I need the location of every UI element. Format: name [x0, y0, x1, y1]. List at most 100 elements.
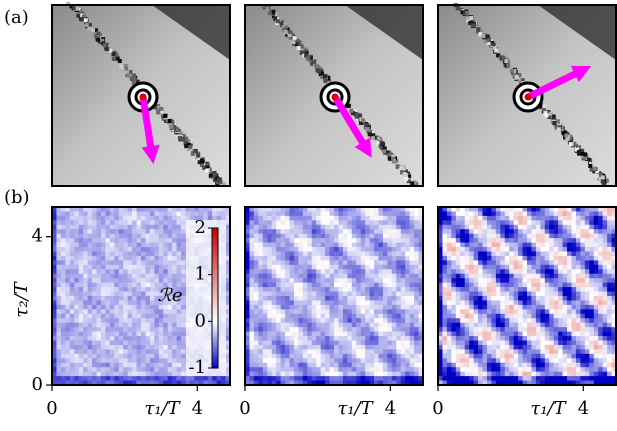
heatmap-cell: [83, 229, 88, 234]
heatmap-cell: [132, 296, 137, 301]
heatmap-cell: [567, 292, 572, 297]
heatmap-cell: [487, 292, 492, 297]
heatmap-cell: [343, 292, 348, 297]
heatmap-cell: [65, 238, 70, 243]
heatmap-cell: [154, 323, 159, 328]
heatmap-cell: [361, 341, 366, 346]
heatmap-cell: [79, 283, 84, 288]
heatmap-cell: [383, 309, 388, 314]
heatmap-cell: [469, 234, 474, 239]
heatmap-cell: [88, 247, 93, 252]
heatmap-cell: [61, 269, 66, 274]
heatmap-cell: [254, 318, 259, 323]
heatmap-cell: [281, 314, 286, 319]
heatmap-cell: [572, 305, 577, 310]
heatmap-cell: [65, 220, 70, 225]
heatmap-cell: [159, 238, 164, 243]
heatmap-cell: [177, 238, 182, 243]
heatmap-cell: [110, 229, 115, 234]
heatmap-cell: [603, 269, 608, 274]
heatmap-cell: [527, 269, 532, 274]
heatmap-cell: [374, 247, 379, 252]
heatmap-cell: [536, 292, 541, 297]
heatmap-cell: [267, 225, 272, 230]
heatmap-cell: [410, 376, 415, 381]
image-speckle: [84, 18, 88, 22]
heatmap-cell: [285, 234, 290, 239]
heatmap-cell: [298, 287, 303, 292]
image-speckle: [506, 64, 510, 68]
heatmap-cell: [347, 332, 352, 337]
heatmap-cell: [392, 309, 397, 314]
heatmap-cell: [105, 323, 110, 328]
heatmap-cell: [298, 323, 303, 328]
heatmap-cell: [272, 327, 277, 332]
heatmap-cell: [576, 274, 581, 279]
heatmap-cell: [356, 234, 361, 239]
heatmap-cell: [263, 234, 268, 239]
heatmap-cell: [141, 314, 146, 319]
heatmap-cell: [401, 269, 406, 274]
heatmap-cell: [554, 256, 559, 261]
heatmap-cell: [361, 229, 366, 234]
heatmap-cell: [374, 274, 379, 279]
heatmap-cell: [396, 358, 401, 363]
image-speckle: [556, 119, 560, 123]
heatmap-cell: [123, 211, 128, 216]
heatmap-cell: [307, 283, 312, 288]
heatmap-cell: [61, 314, 66, 319]
heatmap-cell: [500, 216, 505, 221]
heatmap-cell: [325, 229, 330, 234]
heatmap-cell: [88, 336, 93, 341]
heatmap-cell: [119, 341, 124, 346]
heatmap-cell: [141, 220, 146, 225]
heatmap-cell: [70, 211, 75, 216]
heatmap-cell: [356, 283, 361, 288]
heatmap-cell: [491, 287, 496, 292]
heatmap-cell: [168, 252, 173, 257]
heatmap-cell: [128, 341, 133, 346]
heatmap-cell: [396, 323, 401, 328]
heatmap-cell: [137, 314, 142, 319]
heatmap-cell: [110, 327, 115, 332]
heatmap-cell: [258, 243, 263, 248]
heatmap-cell: [83, 305, 88, 310]
heatmap-cell: [154, 309, 159, 314]
heatmap-cell: [110, 234, 115, 239]
heatmap-cell: [316, 354, 321, 359]
heatmap-cell: [505, 234, 510, 239]
heatmap-cell: [97, 234, 102, 239]
heatmap-cell: [374, 327, 379, 332]
heatmap-cell: [92, 323, 97, 328]
heatmap-cell: [267, 318, 272, 323]
heatmap-cell: [370, 367, 375, 372]
heatmap-cell: [347, 269, 352, 274]
image-speckle: [188, 145, 192, 149]
heatmap-cell: [294, 318, 299, 323]
image-speckle: [209, 174, 213, 178]
heatmap-cell: [168, 216, 173, 221]
heatmap-cell: [272, 332, 277, 337]
heatmap-cell: [258, 220, 263, 225]
heatmap-cell: [294, 296, 299, 301]
heatmap-cell: [97, 354, 102, 359]
heatmap-cell: [396, 376, 401, 381]
heatmap-cell: [294, 358, 299, 363]
heatmap-cell: [83, 296, 88, 301]
image-speckle: [306, 56, 310, 60]
heatmap-cell: [580, 274, 585, 279]
heatmap-cell: [79, 305, 84, 310]
heatmap-cell: [303, 363, 308, 368]
heatmap-cell: [338, 283, 343, 288]
heatmap-cell: [361, 354, 366, 359]
heatmap-cell: [361, 220, 366, 225]
heatmap-cell: [347, 238, 352, 243]
heatmap-cell: [567, 269, 572, 274]
heatmap-cell: [88, 238, 93, 243]
heatmap-cell: [392, 372, 397, 377]
heatmap-cell: [447, 238, 452, 243]
heatmap-cell: [303, 376, 308, 381]
heatmap-cell: [478, 256, 483, 261]
heatmap-cell: [414, 247, 419, 252]
heatmap-cell: [338, 243, 343, 248]
